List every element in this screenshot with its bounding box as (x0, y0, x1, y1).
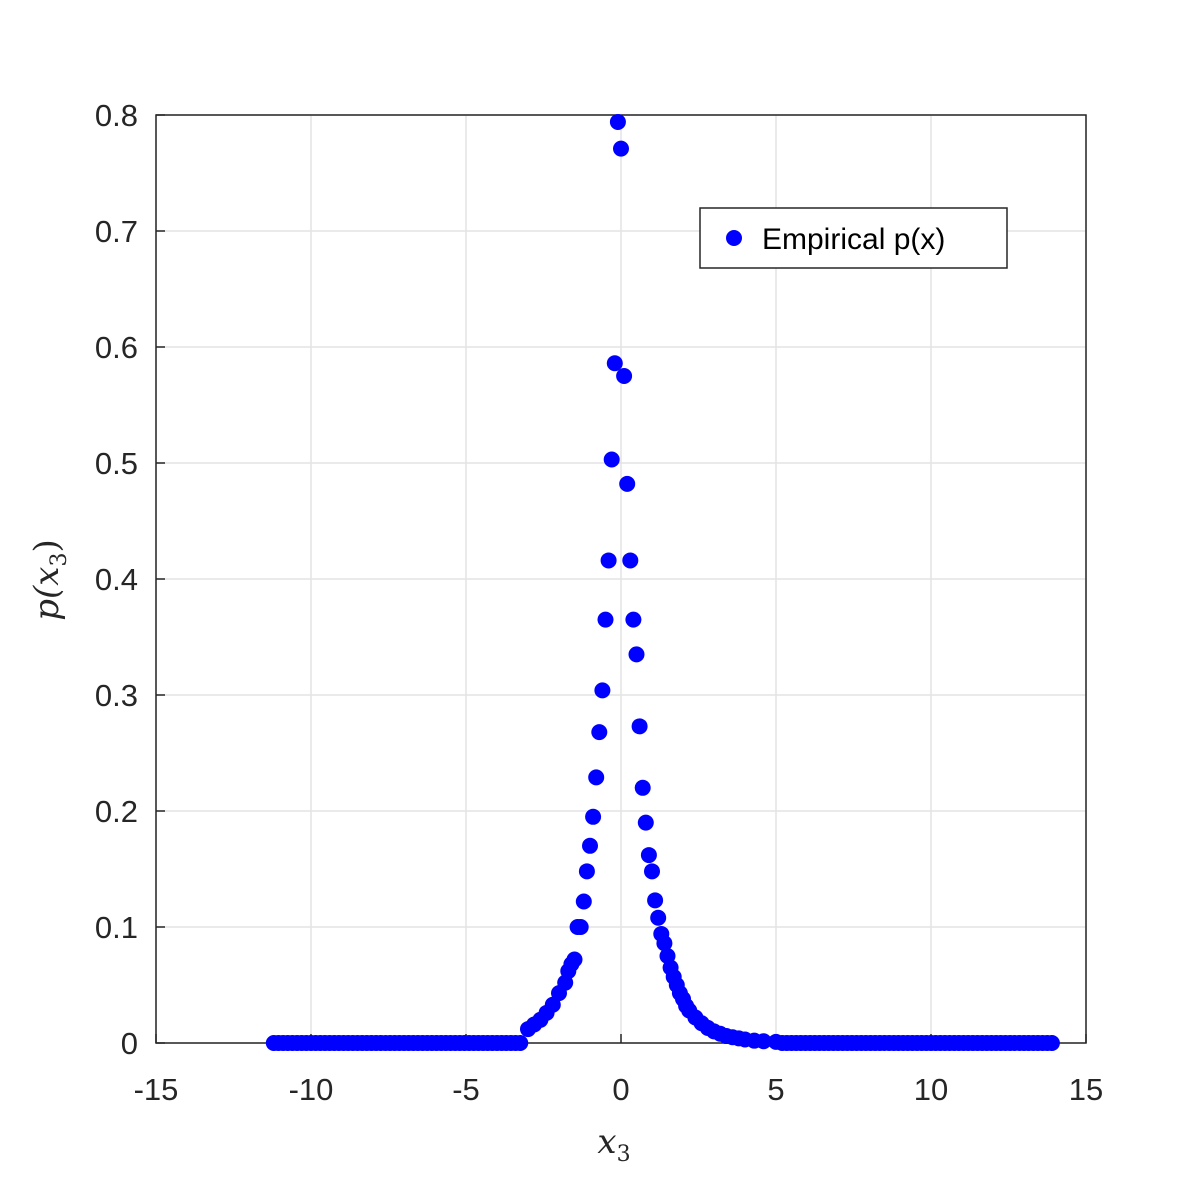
data-point (650, 909, 667, 926)
data-point (609, 113, 626, 130)
data-point (656, 935, 673, 952)
y-tick-label: 0.4 (95, 562, 138, 597)
x-tick-label: 5 (767, 1072, 784, 1107)
data-point (606, 355, 623, 372)
legend: Empirical p(x) (699, 207, 1008, 269)
y-tick-labels: 0 0.1 0.2 0.3 0.4 0.5 0.6 0.7 0.8 (95, 98, 138, 1061)
data-points (265, 113, 1060, 1051)
y-tick-label: 0.3 (95, 678, 138, 713)
data-point (603, 451, 620, 468)
data-point (566, 951, 583, 968)
y-tick-label: 0.1 (95, 910, 138, 945)
y-tick-label: 0.2 (95, 794, 138, 829)
y-tick-label: 0.7 (95, 214, 138, 249)
x-tick-label: 10 (914, 1072, 948, 1107)
x-tick-labels: -15 -10 -5 0 5 10 15 (134, 1072, 1104, 1107)
y-axis-label-sub: 3 (47, 553, 72, 567)
grid-lines (155, 114, 1087, 1044)
x-axis-label-sub: 3 (617, 1142, 631, 1167)
data-point (594, 682, 611, 699)
y-tick-label: 0.6 (95, 330, 138, 365)
data-point (582, 837, 598, 854)
legend-entry-label: Empirical p(x) (762, 223, 945, 256)
data-point (755, 1033, 772, 1050)
data-point (512, 1035, 529, 1051)
data-point (575, 893, 592, 910)
x-tick-label: -15 (134, 1072, 179, 1107)
data-point (625, 611, 642, 628)
legend-marker (726, 230, 742, 246)
data-point (634, 779, 651, 796)
y-tick-label: 0 (121, 1026, 138, 1061)
data-point (588, 769, 605, 786)
data-point (613, 140, 629, 157)
y-axis-label-pre: p( (27, 585, 67, 621)
legend-box (699, 207, 1008, 269)
y-axis-label: p(x3) (27, 539, 72, 620)
data-point (622, 552, 639, 569)
y-axis-label-post: ) (27, 539, 67, 552)
y-axis-label-var: x (27, 567, 67, 586)
x-tick-label: 15 (1069, 1072, 1103, 1107)
x-tick-label: -5 (452, 1072, 480, 1107)
x-axis-label-main: x (597, 1122, 616, 1162)
x-tick-label: -10 (289, 1072, 334, 1107)
data-point (1043, 1035, 1060, 1051)
data-point (585, 808, 602, 825)
data-point (644, 863, 660, 880)
data-point (640, 847, 657, 864)
data-point (637, 814, 654, 831)
data-point (616, 368, 633, 384)
y-tick-label: 0.8 (95, 98, 138, 133)
x-tick-label: 0 (612, 1072, 629, 1107)
x-axis-label: x3 (597, 1122, 630, 1167)
data-point (631, 718, 648, 735)
data-point (647, 892, 664, 909)
data-point (619, 475, 636, 492)
data-point (600, 552, 617, 569)
data-point (572, 919, 589, 935)
y-tick-label: 0.5 (95, 446, 138, 481)
data-point (597, 611, 614, 628)
data-point (591, 724, 608, 741)
data-point (628, 646, 645, 663)
data-point (578, 863, 595, 880)
